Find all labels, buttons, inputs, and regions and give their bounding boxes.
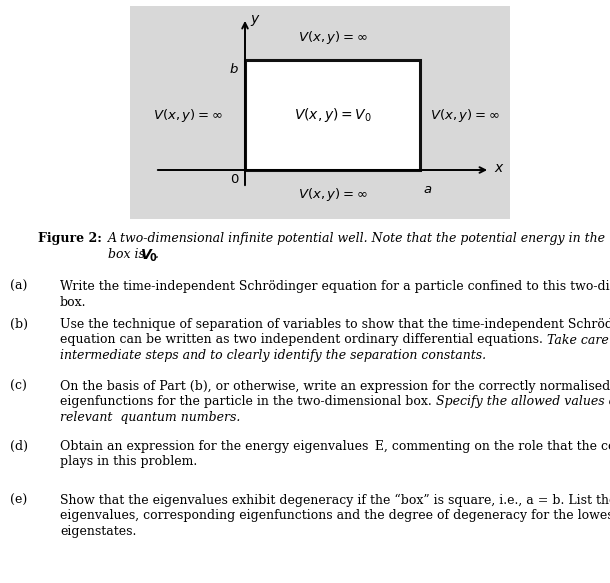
Text: $V(x,y)=V_0$: $V(x,y)=V_0$ (293, 106, 371, 124)
Bar (245, 60, 420, 170)
Text: $y$: $y$ (250, 13, 260, 28)
Text: $V(x,y)=\infty$: $V(x,y)=\infty$ (298, 186, 367, 203)
Text: box is: box is (108, 248, 149, 261)
Text: eigenfunctions for the particle in the two-dimensional box.: eigenfunctions for the particle in the t… (60, 395, 436, 409)
Text: equation can be written as two independent ordinary differential equations.: equation can be written as two independe… (60, 333, 547, 346)
Text: Take care to show all: Take care to show all (547, 333, 610, 346)
Text: Specify the allowed values of the: Specify the allowed values of the (436, 395, 610, 409)
Text: Obtain an expression for the energy eigenvalues  E, commenting on the role that : Obtain an expression for the energy eige… (60, 440, 610, 453)
Text: $V(x,y)=\infty$: $V(x,y)=\infty$ (430, 107, 500, 124)
Text: box.: box. (60, 296, 87, 308)
Text: Figure 2:: Figure 2: (38, 232, 102, 245)
Text: eigenvalues, corresponding eigenfunctions and the degree of degeneracy for the l: eigenvalues, corresponding eigenfunction… (60, 510, 610, 522)
Text: .: . (155, 248, 159, 261)
Text: (b): (b) (10, 318, 28, 331)
Text: Write the time-independent Schrödinger equation for a particle confined to this : Write the time-independent Schrödinger e… (60, 280, 610, 293)
Text: A two-dimensional infinite potential well. Note that the potential energy in the: A two-dimensional infinite potential wel… (108, 232, 606, 245)
Text: $\boldsymbol{V}_{\!\mathbf{0}}$: $\boldsymbol{V}_{\!\mathbf{0}}$ (140, 248, 157, 265)
Text: $x$: $x$ (494, 161, 504, 175)
Text: intermediate steps and to clearly identify the separation constants.: intermediate steps and to clearly identi… (60, 349, 486, 362)
Text: (e): (e) (10, 494, 27, 507)
Bar (130, 6, 510, 219)
Text: eigenfunctions for the particle in the two-dimensional box.: eigenfunctions for the particle in the t… (60, 395, 436, 409)
Text: Use the technique of separation of variables to show that the time-independent S: Use the technique of separation of varia… (60, 318, 610, 331)
Text: relevant  quantum numbers.: relevant quantum numbers. (60, 411, 240, 424)
Text: plays in this problem.: plays in this problem. (60, 455, 197, 469)
Text: $a$: $a$ (423, 183, 432, 196)
Text: $V(x,y)=\infty$: $V(x,y)=\infty$ (298, 29, 367, 45)
Text: $b$: $b$ (229, 62, 239, 76)
Text: (d): (d) (10, 440, 28, 453)
Text: (c): (c) (10, 380, 27, 393)
Text: On the basis of Part (b), or otherwise, write an expression for the correctly no: On the basis of Part (b), or otherwise, … (60, 380, 610, 393)
Text: $V(x,y)=\infty$: $V(x,y)=\infty$ (152, 107, 222, 124)
Text: Show that the eigenvalues exhibit degeneracy if the “box” is square, i.e., a = b: Show that the eigenvalues exhibit degene… (60, 494, 610, 507)
Text: Obtain an expression for the energy eigenvalues  E, commenting on the role that : Obtain an expression for the energy eige… (60, 440, 610, 453)
Text: eigenstates.: eigenstates. (60, 525, 137, 538)
Text: equation can be written as two independent ordinary differential equations.: equation can be written as two independe… (60, 333, 547, 346)
Text: (a): (a) (10, 280, 27, 293)
Text: $0$: $0$ (229, 173, 239, 186)
